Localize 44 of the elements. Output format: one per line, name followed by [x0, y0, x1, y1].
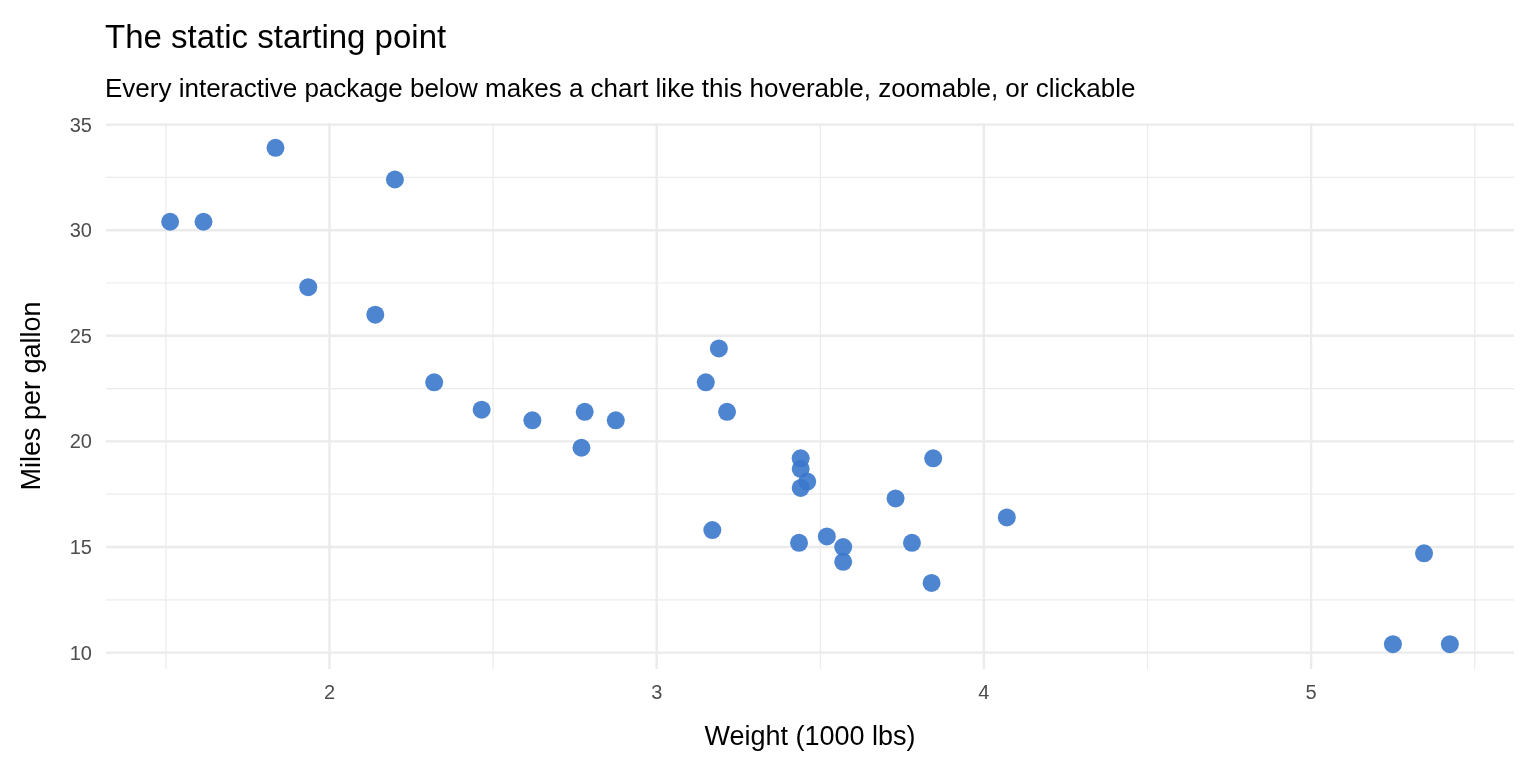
point	[572, 438, 591, 457]
point	[886, 489, 905, 508]
x-tick-label: 2	[323, 681, 336, 703]
point	[1383, 635, 1402, 654]
x-tick-label: 5	[1305, 681, 1317, 703]
point	[299, 278, 318, 297]
y-tick-label: 30	[69, 219, 92, 242]
point	[523, 411, 542, 430]
y-tick-label: 10	[69, 641, 92, 664]
point	[472, 400, 491, 419]
point	[161, 212, 180, 231]
y-tick-label: 35	[69, 113, 92, 136]
y-tick-label: 20	[69, 430, 92, 453]
point	[696, 373, 715, 392]
point	[575, 402, 594, 421]
point	[606, 411, 625, 430]
point	[425, 373, 444, 392]
point	[834, 538, 853, 557]
chart-title: The static starting point	[105, 18, 447, 55]
point	[194, 212, 213, 231]
point	[902, 533, 921, 552]
point	[922, 573, 941, 592]
point	[1440, 635, 1459, 654]
point	[924, 449, 943, 468]
point	[385, 170, 404, 189]
point	[718, 402, 737, 421]
point	[834, 552, 853, 571]
point	[997, 508, 1016, 527]
point	[817, 527, 836, 546]
point	[790, 533, 809, 552]
y-axis-title: Miles per gallon	[16, 301, 46, 491]
point	[703, 521, 722, 540]
point	[366, 305, 385, 324]
chart-subtitle: Every interactive package below makes a chart like this hoverable, zoomable, or clickable	[105, 73, 1136, 103]
x-tick-label: 3	[651, 681, 663, 703]
x-tick-label: 4	[978, 681, 990, 703]
x-axis-title: Weight (1000 lbs)	[704, 721, 916, 751]
point	[266, 138, 285, 157]
y-tick-label: 25	[69, 324, 92, 347]
point	[791, 449, 810, 468]
point	[709, 339, 728, 358]
point	[1415, 544, 1434, 563]
y-tick-label: 15	[69, 536, 92, 559]
point	[791, 478, 810, 497]
